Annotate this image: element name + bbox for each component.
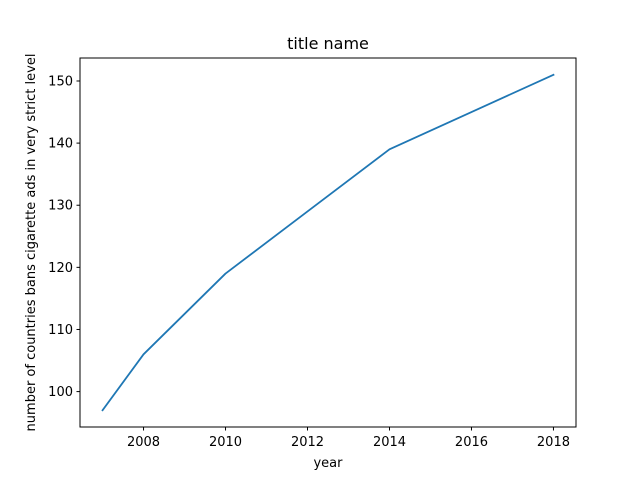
x-tick-label: 2010	[209, 435, 242, 450]
y-tick-label: 100	[48, 385, 73, 400]
series-layer	[101, 73, 555, 412]
plot-frame	[79, 57, 577, 428]
y-axis-ticks: 100 110 120 130 140 150	[48, 74, 80, 400]
x-axis-label: year	[313, 456, 343, 471]
x-tick-label: 2016	[455, 435, 488, 450]
y-tick-label: 110	[48, 323, 73, 338]
x-tick-label: 2012	[291, 435, 324, 450]
x-tick-label: 2008	[127, 435, 160, 450]
x-tick-label: 2018	[537, 435, 570, 450]
y-tick-label: 130	[48, 199, 73, 214]
y-tick-label: 120	[48, 261, 73, 276]
y-tick-label: 150	[48, 74, 73, 89]
plot-area	[80, 58, 576, 427]
x-tick-label: 2014	[373, 435, 406, 450]
chart-title: title name	[287, 34, 369, 53]
y-axis-label: number of countries bans cigarette ads i…	[24, 54, 39, 432]
x-axis-ticks: 2008 2010 2012 2014 2016 2018	[127, 427, 570, 450]
y-tick-label: 140	[48, 137, 73, 152]
